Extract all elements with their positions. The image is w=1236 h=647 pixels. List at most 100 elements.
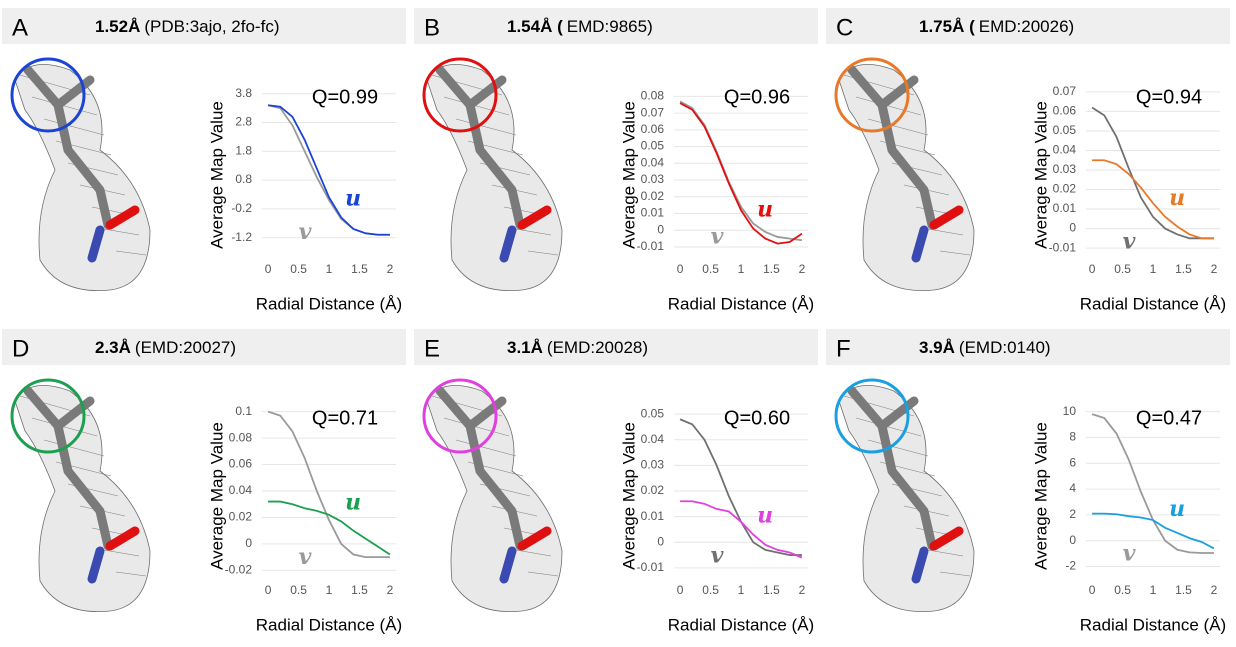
y-tick-label: 1.8 — [235, 143, 252, 157]
y-tick-label: 0.07 — [1053, 84, 1077, 98]
panel-title: 1.52Å(PDB:3ajo, 2fo-fc) — [95, 17, 279, 36]
resolution: 1.54Å ( — [507, 17, 563, 36]
y-tick-label: 2.8 — [235, 115, 252, 129]
y-axis-label: Average Map Value — [207, 422, 226, 570]
series-line — [1092, 160, 1214, 238]
x-tick-label: 1.5 — [351, 583, 368, 597]
source: (EMD:20028) — [547, 338, 648, 357]
panel-title: 3.1Å(EMD:20028) — [507, 338, 648, 357]
series-label: v — [711, 542, 724, 568]
source: (EMD:0140) — [959, 338, 1051, 357]
y-tick-label: -0.2 — [231, 201, 252, 215]
y-axis-label: Average Map Value — [207, 101, 226, 249]
x-axis-label: Radial Distance (Å) — [256, 294, 402, 313]
molecule — [836, 380, 974, 612]
molecule — [836, 59, 974, 291]
molecule — [12, 380, 150, 612]
x-tick-label: 0.5 — [290, 583, 307, 597]
y-tick-label: 10 — [1063, 404, 1077, 418]
y-tick-label: 0 — [245, 536, 252, 550]
y-axis-label: Average Map Value — [619, 422, 638, 570]
y-tick-label: -0.02 — [225, 563, 253, 577]
y-tick-label: 0.1 — [235, 404, 252, 418]
series-line — [1092, 108, 1214, 239]
resolution: 1.75Å ( — [919, 17, 975, 36]
x-tick-label: 2 — [387, 262, 394, 276]
x-tick-label: 1 — [326, 262, 333, 276]
q-annotation: Q=0.47 — [1136, 407, 1202, 429]
panel-title: 1.75Å (EMD:20026) — [919, 17, 1074, 36]
y-tick-label: 0 — [657, 222, 664, 236]
x-axis-label: Radial Distance (Å) — [256, 615, 402, 634]
y-tick-label: 0.04 — [641, 155, 665, 169]
x-tick-label: 0.5 — [290, 262, 307, 276]
y-tick-label: -0.01 — [637, 239, 665, 253]
figure: A1.52Å(PDB:3ajo, 2fo-fc)-1.2-0.20.81.82.… — [0, 0, 1236, 642]
y-tick-label: 0.01 — [1053, 201, 1077, 215]
series-label: u — [345, 185, 361, 211]
panel-letter: F — [836, 335, 851, 362]
x-tick-label: 1 — [1150, 583, 1157, 597]
molecule — [12, 59, 150, 291]
resolution: 3.1Å — [507, 338, 543, 357]
series-label: v — [299, 219, 312, 245]
x-tick-label: 2 — [1211, 262, 1218, 276]
y-tick-label: 0 — [657, 534, 664, 548]
series-line — [268, 105, 390, 234]
x-tick-label: 0 — [265, 262, 272, 276]
x-tick-label: 0 — [265, 583, 272, 597]
panel-title: 1.54Å (EMD:9865) — [507, 17, 653, 36]
x-axis-label: Radial Distance (Å) — [1080, 615, 1226, 634]
x-tick-label: 1.5 — [763, 262, 780, 276]
y-tick-label: 0.04 — [1053, 143, 1077, 157]
x-tick-label: 1 — [738, 262, 745, 276]
y-tick-label: 0.06 — [641, 122, 665, 136]
series-label: v — [1123, 229, 1136, 255]
series-label: u — [1169, 496, 1185, 522]
panel-letter: C — [836, 14, 853, 41]
source: EMD:9865) — [567, 17, 653, 36]
y-tick-label: 0.03 — [641, 172, 665, 186]
resolution: 3.9Å — [919, 338, 955, 357]
series-label: u — [757, 197, 773, 223]
x-tick-label: 1 — [738, 583, 745, 597]
molecule — [424, 59, 562, 291]
x-tick-label: 1 — [326, 583, 333, 597]
y-axis-label: Average Map Value — [1031, 101, 1050, 249]
q-annotation: Q=0.71 — [312, 407, 378, 429]
y-tick-label: 8 — [1069, 430, 1076, 444]
q-annotation: Q=0.60 — [724, 407, 790, 429]
y-tick-label: 0.06 — [1053, 104, 1077, 118]
y-tick-label: 0.06 — [229, 457, 253, 471]
y-tick-label: 4 — [1069, 481, 1076, 495]
x-tick-label: 0.5 — [702, 262, 719, 276]
y-tick-label: 3.8 — [235, 86, 252, 100]
y-tick-label: 6 — [1069, 455, 1076, 469]
x-axis-label: Radial Distance (Å) — [1080, 294, 1226, 313]
y-axis-label: Average Map Value — [1031, 422, 1050, 570]
q-annotation: Q=0.99 — [312, 86, 378, 108]
y-tick-label: 0.03 — [641, 458, 665, 472]
series-label: v — [711, 224, 724, 250]
molecule — [424, 380, 562, 612]
x-tick-label: 2 — [799, 583, 806, 597]
y-tick-label: 0.08 — [641, 89, 665, 103]
y-tick-label: -1.2 — [231, 230, 252, 244]
series-label: v — [1123, 541, 1136, 567]
source: (PDB:3ajo, 2fo-fc) — [144, 17, 279, 36]
y-tick-label: 0.8 — [235, 172, 252, 186]
y-tick-label: 0.05 — [641, 139, 665, 153]
x-tick-label: 2 — [799, 262, 806, 276]
y-tick-label: 0.07 — [641, 105, 665, 119]
panel-title: 3.9Å(EMD:0140) — [919, 338, 1051, 357]
panel-letter: B — [424, 14, 440, 41]
x-tick-label: 0.5 — [1114, 583, 1131, 597]
y-tick-label: 2 — [1069, 507, 1076, 521]
y-tick-label: 0.05 — [1053, 123, 1077, 137]
y-tick-label: 0 — [1069, 221, 1076, 235]
y-axis-label: Average Map Value — [619, 101, 638, 249]
resolution: 1.52Å — [95, 17, 140, 36]
x-tick-label: 1.5 — [351, 262, 368, 276]
series-label: u — [345, 489, 361, 515]
series-line — [680, 101, 802, 240]
